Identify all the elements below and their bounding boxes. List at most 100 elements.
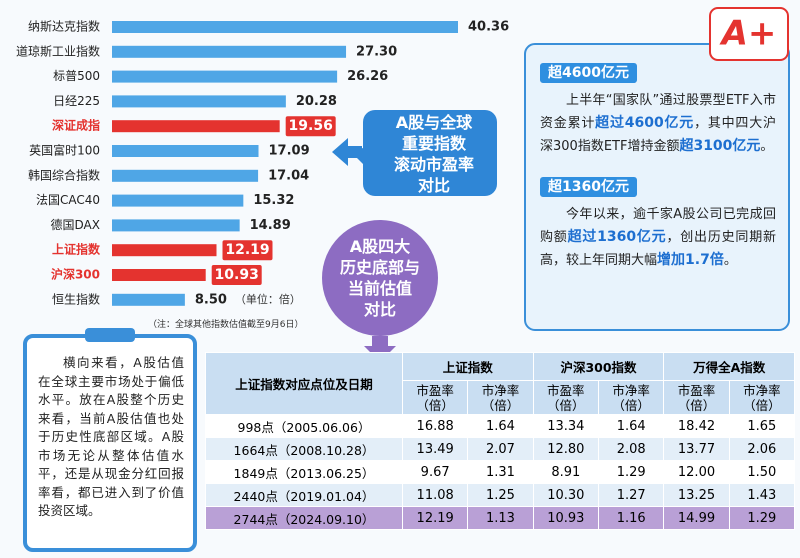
table-cell: 998点（2005.06.06）	[205, 414, 403, 438]
bar	[112, 244, 217, 257]
highlight-tag: 超1360亿元	[540, 177, 637, 197]
text-segment: 超3100亿元	[679, 138, 761, 154]
table-cell: 1.29	[597, 460, 665, 484]
header-cell: 市净率 （倍）	[467, 380, 534, 415]
text-segment: 超过1360亿元	[567, 229, 667, 245]
text-segment: 上半年“国家队”通过股票型ETF入市资金累计	[540, 93, 776, 131]
table-cell: 10.30	[532, 483, 599, 507]
table-cell: 12.00	[663, 460, 730, 484]
value-label: 26.26	[347, 69, 388, 84]
text-segment: 增加1.7倍	[657, 252, 724, 268]
table-cell: 2.06	[728, 437, 796, 461]
category-label: 深证成指	[52, 118, 100, 133]
table-cell: 1.65	[728, 414, 796, 438]
header-cell: 市盈率 （倍）	[532, 380, 599, 415]
table-cell: 1.43	[728, 483, 796, 507]
table-cell: 1.31	[467, 460, 534, 484]
table-cell: 1.16	[597, 506, 665, 530]
category-label: 道琼斯工业指数	[16, 43, 100, 58]
table-cell: 2744点（2024.09.10）	[205, 506, 403, 530]
header-cell: 市净率 （倍）	[597, 380, 665, 415]
table-row: 1849点（2013.06.25） 9.67 1.31 8.91 1.29 12.00 1.…	[205, 460, 796, 484]
table-cell: 1.64	[597, 414, 665, 438]
table-cell: 1.27	[597, 483, 665, 507]
table-row: 2440点（2019.01.04） 11.08 1.25 10.30 1.27 13.25…	[205, 483, 796, 507]
table-cell: 11.08	[401, 483, 469, 507]
callout-bubble	[351, 110, 497, 196]
category-label: 沪深300	[51, 267, 100, 282]
value-label: 14.89	[250, 218, 291, 233]
header-cell: 沪深300指数	[532, 352, 665, 381]
highlight-text: 上半年“国家队”通过股票型ETF入市资金累计超过4600亿元，其中四大沪深300…	[540, 90, 776, 158]
table-cell: 12.19	[401, 506, 469, 530]
table-cell: 2.07	[467, 437, 534, 461]
table-cell: 1.25	[467, 483, 534, 507]
bar	[112, 169, 259, 182]
footnote: （注：全球其他指数估值截至9月6日）	[148, 318, 303, 330]
text-segment: 超过4600亿元	[595, 115, 695, 131]
table-cell: 1849点（2013.06.25）	[205, 460, 403, 484]
header-row: 上证指数对应点位及日期 上证指数 沪深300指数 万得全A指数	[205, 352, 795, 415]
category-label: 德国DAX	[51, 217, 100, 232]
value-label: 27.30	[356, 44, 397, 59]
value-label-box	[211, 265, 262, 285]
bar	[112, 21, 458, 33]
bar	[112, 219, 240, 232]
category-label: 法国CAC40	[36, 193, 100, 207]
bar	[112, 293, 185, 306]
value-label: 8.50	[195, 292, 227, 307]
table-cell: 1.50	[728, 460, 796, 484]
header-cell: 万得全A指数	[663, 352, 795, 381]
highlights: 超4600亿元 上半年“国家队”通过股票型ETF入市资金累计超过4600亿元，其中…	[540, 62, 776, 272]
bar	[112, 70, 338, 83]
table-cell: 16.88	[401, 414, 469, 438]
value-label-box	[222, 240, 273, 261]
unit-note: （单位：倍）	[235, 292, 301, 306]
table-row: 1664点（2008.10.28） 13.49 2.07 12.80 2.08 13.77…	[205, 437, 796, 461]
text-segment: 今年以来，逾千家A股公司已完成回购额	[540, 207, 776, 245]
callout-text: A股与全球 重要指数 滚动市盈率 对比	[393, 113, 474, 195]
header-cell: 市盈率 （倍）	[401, 380, 469, 415]
text-segment: 。	[723, 253, 737, 268]
table-cell: 1664点（2008.10.28）	[205, 437, 403, 461]
value-label: 40.36	[468, 20, 509, 35]
table-cell: 13.77	[663, 437, 730, 461]
table-cell: 9.67	[401, 460, 469, 484]
table-cell: 18.42	[663, 414, 730, 438]
table-cell: 13.25	[663, 483, 730, 507]
category-label: 韩国综合指数	[28, 167, 100, 182]
value-label: 17.04	[268, 168, 309, 183]
valuation-table: 上证指数对应点位及日期 上证指数 沪深300指数 万得全A指数 市盈率 （倍） 市净率 （…	[205, 352, 796, 530]
table-cell: 13.49	[401, 437, 469, 461]
callout-circle	[322, 220, 438, 336]
highlight: 超4600亿元 上半年“国家队”通过股票型ETF入市资金累计超过4600亿元，其中…	[540, 62, 776, 158]
bar	[112, 194, 244, 207]
category-label: 英国富时100	[29, 143, 100, 158]
category-label: 恒生指数	[52, 291, 100, 306]
highlight: 超1360亿元今年以来，逾千家A股公司已完成回购额超过1360亿元，创出历史同期…	[540, 176, 776, 272]
value-label: 19.56	[289, 118, 333, 134]
value-label: 17.09	[269, 144, 310, 159]
header-cell: 市盈率 （倍）	[663, 380, 730, 415]
value-label: 20.28	[296, 94, 337, 109]
logo-frame	[709, 7, 789, 61]
arrow	[332, 138, 362, 166]
info-box	[524, 43, 790, 331]
bar	[112, 120, 280, 133]
logo: A+	[719, 14, 777, 54]
note-clip	[85, 328, 135, 342]
bar	[112, 145, 259, 157]
highlight-text: 今年以来，逾千家A股公司已完成回购额超过1360亿元，创出历史同期新高，较上年同…	[540, 204, 776, 272]
category-label: 纳斯达克指数	[28, 19, 100, 34]
arrow	[364, 336, 396, 362]
category-label: 标普500	[53, 69, 100, 83]
table-cell: 2.08	[597, 437, 665, 461]
table-cell: 10.93	[532, 506, 599, 530]
bar	[112, 269, 206, 281]
text-segment: 。	[760, 139, 774, 154]
table-cell: 14.99	[663, 506, 730, 530]
table-row: 2744点（2024.09.10） 12.19 1.13 10.93 1.16 14.99…	[205, 506, 796, 530]
header-cell: 上证指数	[402, 352, 534, 381]
table-cell: 2440点（2019.01.04）	[205, 483, 403, 507]
